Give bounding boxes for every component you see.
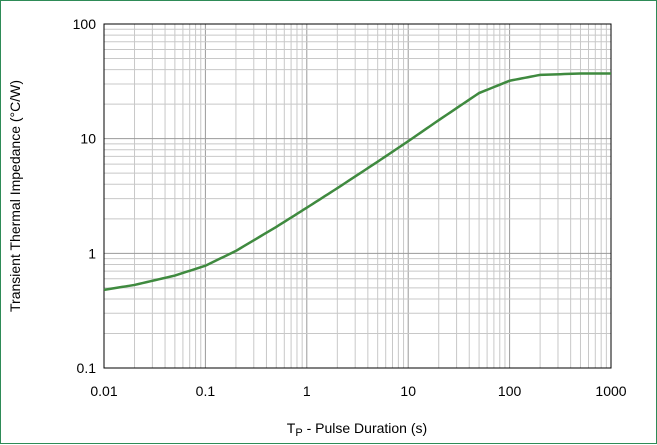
y-tick-label: 100 bbox=[73, 16, 97, 32]
x-tick-label: 100 bbox=[498, 383, 522, 399]
x-tick-label: 10 bbox=[400, 383, 416, 399]
grid bbox=[104, 24, 611, 368]
plot-border bbox=[103, 23, 612, 369]
x-tick-label: 0.1 bbox=[196, 383, 216, 399]
y-axis-label: Transient Thermal Impedance (°C/W) bbox=[7, 80, 23, 312]
x-axis-label-subscript: P bbox=[295, 427, 302, 439]
x-axis-label-rest: - Pulse Duration (s) bbox=[303, 420, 427, 436]
x-axis-label: TP - Pulse Duration (s) bbox=[287, 420, 427, 439]
x-axis-label-prefix: T bbox=[287, 420, 296, 436]
x-tick-label: 1 bbox=[303, 383, 311, 399]
y-tick-labels: 0.1 1 10 100 bbox=[73, 16, 97, 376]
x-tick-labels: 0.01 0.1 1 10 100 1000 bbox=[90, 383, 626, 399]
y-tick-label: 0.1 bbox=[77, 360, 97, 376]
y-tick-label: 1 bbox=[88, 245, 96, 261]
x-tick-label: 0.01 bbox=[90, 383, 117, 399]
series-line bbox=[103, 72, 611, 292]
y-tick-label: 10 bbox=[80, 131, 96, 147]
x-tick-label: 1000 bbox=[595, 383, 626, 399]
